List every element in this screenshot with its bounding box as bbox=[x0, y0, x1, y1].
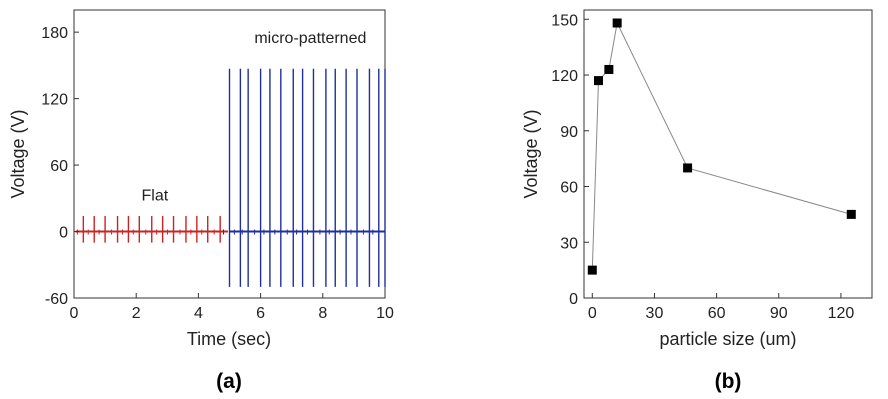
chart-a-xtick-label: 6 bbox=[256, 305, 265, 322]
chart-b-data-point bbox=[683, 163, 693, 173]
chart-a-xtick-label: 8 bbox=[318, 305, 327, 322]
chart-b-ytick-label: 150 bbox=[551, 12, 578, 29]
chart-b-xtick-label: 0 bbox=[588, 305, 597, 322]
chart-b-xtick-label: 60 bbox=[708, 305, 726, 322]
chart-a-panel-label: (a) bbox=[216, 370, 242, 393]
chart-b: 0 30 60 90 120 0 30 60 90 120 150 particle size (u… bbox=[521, 9, 873, 393]
chart-b-series-line bbox=[591, 21, 852, 271]
chart-b-xtick-label: 30 bbox=[646, 305, 664, 322]
chart-b-data-point bbox=[587, 265, 597, 275]
chart-b-xtick-label: 120 bbox=[828, 305, 855, 322]
chart-b-ytick-label: 30 bbox=[560, 235, 578, 252]
chart-b-ticks: 0 30 60 90 120 0 30 60 90 120 150 bbox=[551, 12, 854, 322]
chart-a-xtick-label: 2 bbox=[132, 305, 141, 322]
chart-b-xtick-label: 90 bbox=[770, 305, 788, 322]
chart-b-ytick-label: 90 bbox=[560, 124, 578, 141]
chart-b-xlabel: particle size (um) bbox=[659, 329, 796, 349]
chart-a-xtick-label: 10 bbox=[376, 305, 394, 322]
annotation-flat: Flat bbox=[142, 188, 169, 205]
chart-b-panel-label: (b) bbox=[715, 370, 742, 393]
chart-a-xlabel: Time (sec) bbox=[187, 329, 271, 349]
chart-b-ylabel: Voltage (V) bbox=[521, 109, 541, 198]
chart-a-xtick-label: 4 bbox=[194, 305, 203, 322]
chart-b-marks bbox=[587, 18, 856, 275]
chart-b-data-point bbox=[604, 64, 614, 74]
chart-b-data-point bbox=[846, 209, 856, 219]
chart-b-ytick-label: 0 bbox=[569, 291, 578, 308]
chart-b-data-point bbox=[612, 18, 622, 28]
chart-a-ytick-label: 120 bbox=[41, 92, 68, 109]
chart-b-ytick-label: 60 bbox=[560, 180, 578, 197]
annotation-micro-patterned: micro-patterned bbox=[254, 30, 366, 47]
chart-a-xtick-label: 0 bbox=[70, 305, 79, 322]
chart-b-ytick-label: 120 bbox=[551, 68, 578, 85]
chart-b-frame bbox=[583, 9, 873, 299]
chart-a-ytick-label: 180 bbox=[41, 25, 68, 42]
chart-a-ytick-label: 0 bbox=[59, 225, 68, 242]
chart-a-ytick-label: 60 bbox=[50, 158, 68, 175]
chart-a-ytick-label: -60 bbox=[45, 291, 68, 308]
chart-b-data-point bbox=[594, 76, 604, 86]
chart-a-marks bbox=[75, 68, 386, 287]
chart-a-ylabel: Voltage (V) bbox=[8, 109, 28, 198]
